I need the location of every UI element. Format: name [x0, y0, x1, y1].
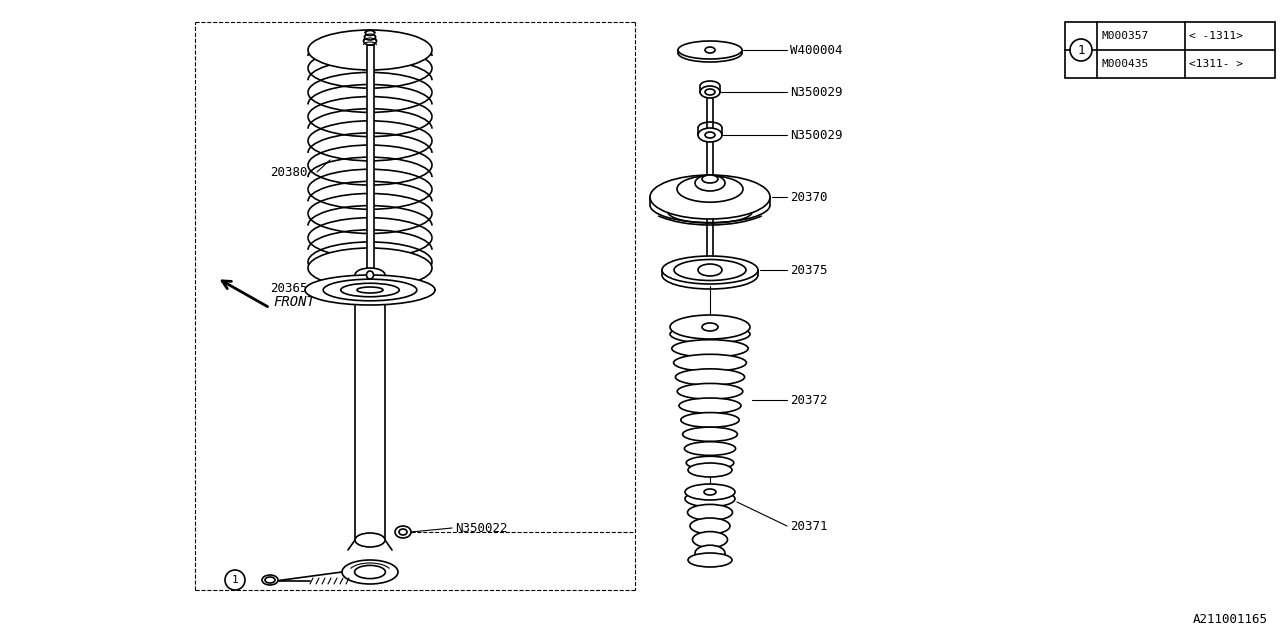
- Ellipse shape: [705, 132, 716, 138]
- Text: M000357: M000357: [1101, 31, 1148, 41]
- Ellipse shape: [686, 456, 733, 469]
- Ellipse shape: [677, 176, 742, 202]
- Text: M000435: M000435: [1101, 59, 1148, 69]
- Text: W400004: W400004: [790, 44, 842, 56]
- Ellipse shape: [669, 325, 750, 343]
- Ellipse shape: [695, 175, 724, 191]
- Ellipse shape: [355, 533, 385, 547]
- Ellipse shape: [365, 34, 375, 40]
- Ellipse shape: [676, 369, 745, 385]
- Ellipse shape: [265, 577, 275, 583]
- Text: N350029: N350029: [790, 129, 842, 141]
- Ellipse shape: [357, 287, 383, 293]
- Text: 1: 1: [1078, 44, 1084, 56]
- Text: <1311- >: <1311- >: [1189, 59, 1243, 69]
- Ellipse shape: [678, 41, 742, 59]
- Text: FRONT: FRONT: [273, 295, 315, 309]
- Text: 1: 1: [232, 575, 238, 585]
- Ellipse shape: [340, 284, 399, 297]
- Ellipse shape: [698, 128, 722, 142]
- Ellipse shape: [705, 47, 716, 53]
- Ellipse shape: [262, 575, 278, 585]
- Ellipse shape: [685, 442, 736, 456]
- Circle shape: [1070, 39, 1092, 61]
- Ellipse shape: [364, 37, 376, 45]
- Ellipse shape: [689, 553, 732, 567]
- Text: 20370: 20370: [790, 191, 827, 204]
- Ellipse shape: [677, 383, 742, 399]
- Ellipse shape: [366, 31, 375, 35]
- Ellipse shape: [682, 427, 737, 442]
- Ellipse shape: [678, 398, 741, 413]
- Ellipse shape: [685, 491, 735, 507]
- Ellipse shape: [687, 504, 732, 520]
- Text: A211001165: A211001165: [1193, 613, 1268, 626]
- Ellipse shape: [705, 89, 716, 95]
- Ellipse shape: [355, 565, 385, 579]
- Ellipse shape: [672, 340, 749, 357]
- Ellipse shape: [650, 175, 771, 219]
- Bar: [366, 45, 374, 275]
- Ellipse shape: [669, 315, 750, 339]
- Ellipse shape: [675, 259, 746, 280]
- Ellipse shape: [342, 560, 398, 584]
- Text: 20372: 20372: [790, 394, 827, 406]
- Bar: [1065, 22, 1275, 78]
- Text: 20375: 20375: [790, 264, 827, 276]
- Ellipse shape: [366, 271, 374, 279]
- Ellipse shape: [700, 86, 721, 98]
- Ellipse shape: [308, 248, 433, 288]
- Text: 20371: 20371: [790, 520, 827, 532]
- Ellipse shape: [689, 463, 732, 477]
- Ellipse shape: [701, 175, 718, 183]
- Ellipse shape: [396, 526, 411, 538]
- Ellipse shape: [399, 529, 407, 535]
- Bar: [355, 275, 385, 540]
- Text: < -1311>: < -1311>: [1189, 31, 1243, 41]
- Ellipse shape: [673, 355, 746, 371]
- Circle shape: [225, 570, 244, 590]
- Text: N350029: N350029: [790, 86, 842, 99]
- Ellipse shape: [692, 532, 727, 548]
- Ellipse shape: [704, 489, 716, 495]
- Ellipse shape: [681, 413, 740, 428]
- Ellipse shape: [355, 268, 385, 282]
- Ellipse shape: [685, 484, 735, 500]
- Text: 20380: 20380: [270, 166, 307, 179]
- Ellipse shape: [662, 256, 758, 284]
- Ellipse shape: [308, 30, 433, 70]
- Ellipse shape: [695, 545, 724, 561]
- Ellipse shape: [701, 323, 718, 331]
- Ellipse shape: [690, 518, 730, 534]
- Ellipse shape: [305, 275, 435, 305]
- Text: 20365: 20365: [270, 282, 307, 294]
- Text: N350022: N350022: [454, 522, 507, 534]
- Ellipse shape: [698, 264, 722, 276]
- Ellipse shape: [324, 279, 417, 301]
